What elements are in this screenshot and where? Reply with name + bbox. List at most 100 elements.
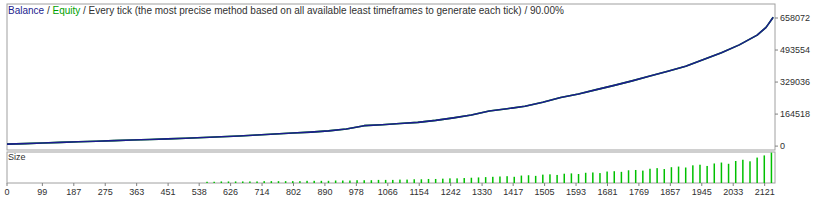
bar (535, 176, 537, 183)
bar (656, 168, 658, 183)
bar (728, 164, 730, 183)
bar (206, 182, 208, 183)
bar (471, 178, 473, 183)
tick-label: 1066 (378, 187, 398, 197)
tick-label: 1945 (692, 187, 712, 197)
bar (342, 181, 344, 183)
bar (506, 176, 508, 183)
bar (278, 181, 280, 183)
tick-mark (42, 183, 43, 186)
bar (242, 181, 244, 183)
bar (378, 180, 380, 183)
bar (563, 174, 565, 183)
bar (571, 173, 573, 183)
bar (678, 167, 680, 183)
bar (442, 179, 444, 183)
bar (742, 160, 744, 183)
bar (249, 181, 251, 183)
bar (714, 163, 716, 183)
bar (614, 171, 616, 183)
tick-label: 1857 (660, 187, 680, 197)
tick-mark (607, 183, 608, 186)
tick-label: 1242 (441, 187, 461, 197)
legend-entry: Balance (8, 5, 45, 16)
tick-label: 329036 (780, 77, 810, 87)
tick-label: 714 (255, 187, 270, 197)
tick-label: 1330 (472, 187, 492, 197)
title-part: / (44, 5, 52, 16)
tick-mark (775, 114, 778, 115)
tick-label: 802 (286, 187, 301, 197)
tick-label: 626 (223, 187, 238, 197)
bar (478, 177, 480, 183)
bar (213, 182, 215, 183)
bar (463, 178, 465, 183)
bar (321, 181, 323, 183)
tick-mark (482, 183, 483, 186)
bar (492, 177, 494, 183)
bar (749, 161, 751, 183)
tick-mark (513, 183, 514, 186)
tick-label: 1154 (410, 187, 429, 197)
tick-label: 363 (129, 187, 144, 197)
bar (642, 171, 644, 183)
tick-label: 1417 (503, 187, 523, 197)
bar (349, 181, 351, 183)
bar (271, 181, 273, 183)
bar (356, 180, 358, 183)
bar (256, 181, 258, 183)
bar (685, 168, 687, 184)
tick-mark (230, 183, 231, 186)
bar (606, 172, 608, 183)
tick-mark (199, 183, 200, 186)
tick-mark (105, 183, 106, 186)
bar (449, 178, 451, 183)
tick-mark (775, 18, 778, 19)
bar (485, 177, 487, 183)
bar (313, 181, 315, 183)
bar (399, 180, 401, 183)
legend-entry: Equity (52, 5, 80, 16)
bar (335, 181, 337, 183)
bar (649, 169, 651, 183)
bar (771, 153, 773, 183)
tick-mark (701, 183, 702, 186)
tick-mark (670, 183, 671, 186)
chart-title: Balance / Equity / Every tick (the most … (8, 5, 564, 16)
tick-mark (450, 183, 451, 186)
marks (7, 17, 773, 144)
tick-mark (356, 183, 357, 186)
bar (435, 179, 437, 183)
tick-mark (775, 82, 778, 83)
tick-label: 658072 (780, 13, 810, 23)
tick-mark (136, 183, 137, 186)
tick-label: 1593 (566, 187, 586, 197)
bar (235, 181, 237, 183)
bar (721, 163, 723, 183)
tick-mark (168, 183, 169, 186)
bar (406, 180, 408, 183)
bar (528, 175, 530, 183)
tick-mark (775, 146, 778, 147)
tick-label: 164518 (780, 109, 810, 119)
bar (664, 169, 666, 183)
chart-root: Balance / Equity / Every tick (the most … (0, 0, 820, 200)
bar (363, 180, 365, 183)
tick-mark (733, 183, 734, 186)
tick-mark (387, 183, 388, 186)
bar (699, 165, 701, 183)
tick-mark (775, 50, 778, 51)
tick-mark (73, 183, 74, 186)
tick-label: 275 (98, 187, 113, 197)
bar (621, 172, 623, 183)
tick-mark (576, 183, 577, 186)
plot-frame (7, 4, 775, 150)
tick-label: 0 (4, 187, 9, 197)
tick-label: 1681 (597, 187, 617, 197)
bar (549, 174, 551, 183)
bar (592, 172, 594, 183)
bar (392, 180, 394, 183)
bar (635, 170, 637, 183)
bar (556, 175, 558, 183)
tick-label: 978 (349, 187, 364, 197)
